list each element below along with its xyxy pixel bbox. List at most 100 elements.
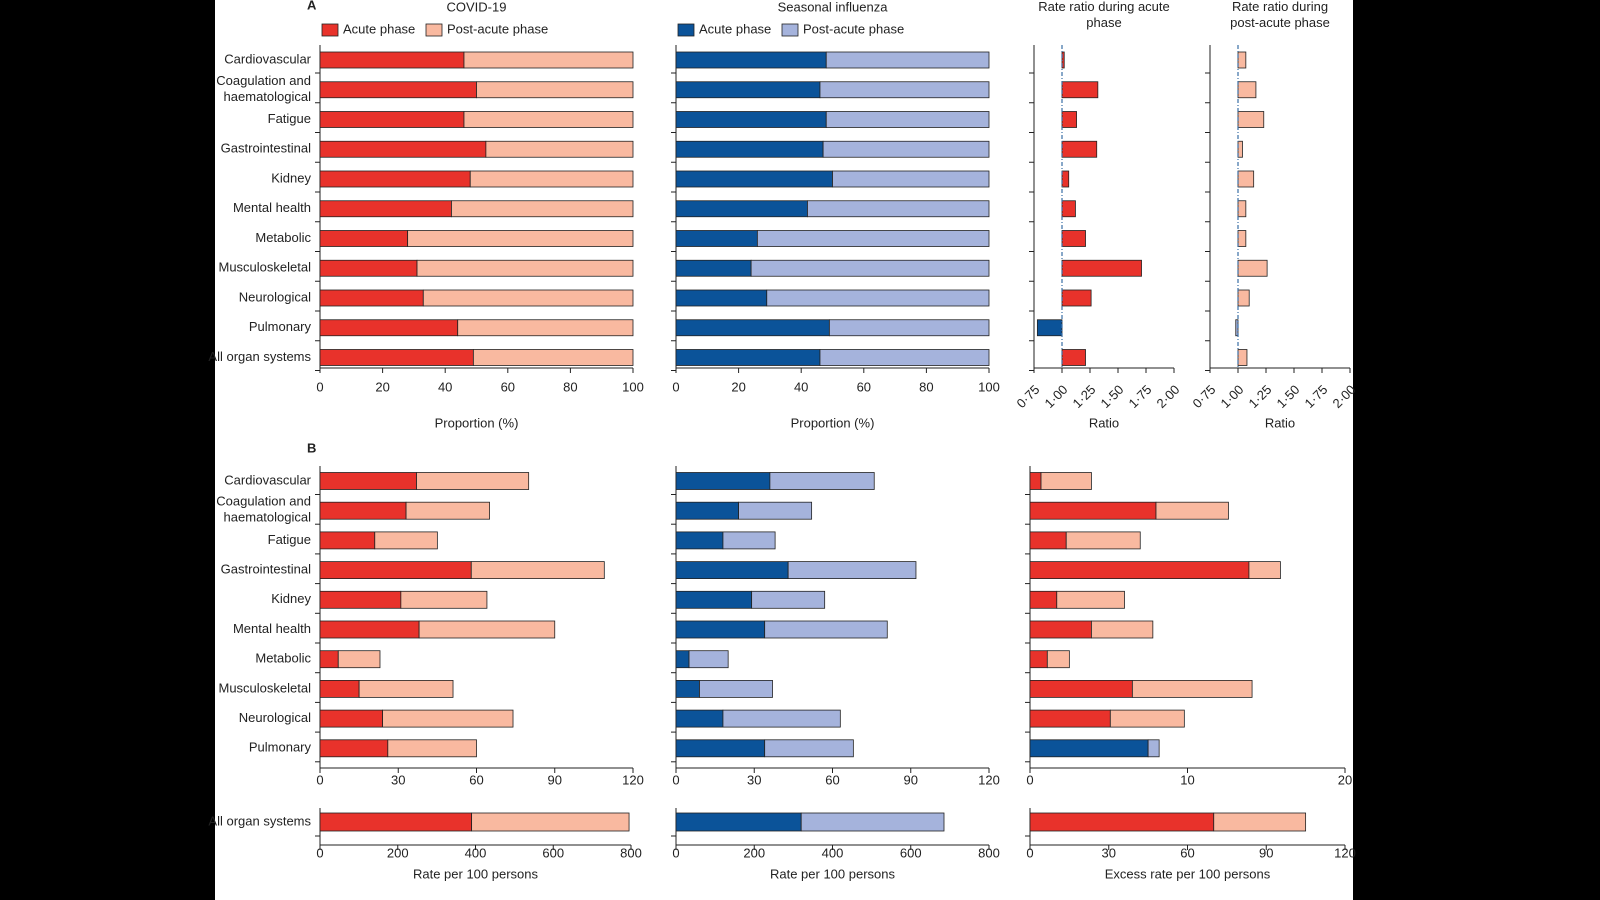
- bar-segment: [1109, 709, 1185, 728]
- bar-segment: [825, 51, 990, 69]
- bar-segment: [722, 709, 841, 728]
- x-tick-label: 100: [978, 379, 1000, 394]
- bar-segment: [319, 111, 465, 128]
- chart-title: Rate ratio during acute phase: [1038, 0, 1170, 30]
- bar-segment: [319, 289, 424, 307]
- bar-segment: [319, 200, 452, 218]
- bar-segment: [1065, 531, 1141, 550]
- legend-label: Acute phase: [699, 21, 771, 36]
- x-tick-label: 60: [1180, 845, 1194, 860]
- category-label: All organ systems: [208, 813, 311, 828]
- bar-segment: [457, 319, 634, 337]
- x-tick-label: 600: [900, 845, 922, 860]
- bar-segment: [319, 349, 474, 366]
- ratio-bar: [1237, 81, 1257, 99]
- category-label: Mental health: [233, 200, 311, 215]
- bar-segment: [675, 561, 789, 579]
- chart-title: Seasonal influenza: [778, 0, 889, 14]
- bar-segment: [387, 739, 477, 758]
- bar-segment: [358, 680, 454, 698]
- bar-segment: [463, 111, 634, 128]
- x-tick-label: 600: [542, 845, 564, 860]
- x-tick-label: 800: [620, 845, 642, 860]
- category-label: All organ systems: [208, 349, 311, 364]
- ratio-bar: [1061, 230, 1086, 247]
- bar-segment: [1029, 620, 1092, 639]
- bar-segment: [407, 230, 634, 247]
- bar-segment: [469, 170, 634, 188]
- bar-segment: [766, 289, 990, 307]
- bar-segment: [675, 620, 766, 639]
- ratio-bar: [1061, 200, 1076, 218]
- x-tick-label: 0: [672, 845, 679, 860]
- bar-segment: [319, 709, 383, 728]
- bar-segment: [1046, 650, 1070, 669]
- canvas: [215, 0, 1353, 900]
- ratio-bar: [1061, 170, 1070, 188]
- category-label: Neurological: [239, 710, 311, 725]
- category-label: Cardiovascular: [224, 51, 311, 66]
- bar-segment: [382, 709, 514, 728]
- category-label: Musculoskeletal: [219, 680, 312, 695]
- bar-segment: [822, 140, 990, 158]
- x-tick-label: 60: [857, 379, 871, 394]
- legend-swatch: [677, 23, 695, 37]
- panel-label: B: [307, 440, 316, 455]
- bar-segment: [319, 230, 409, 247]
- bar-segment: [825, 111, 990, 128]
- bar-segment: [319, 812, 473, 832]
- bar-segment: [319, 620, 420, 639]
- bar-segment: [1029, 501, 1157, 520]
- bar-segment: [319, 590, 402, 609]
- bar-segment: [400, 590, 488, 609]
- bar-segment: [319, 140, 487, 158]
- x-tick-label: 90: [904, 772, 918, 787]
- bar-segment: [675, 680, 700, 698]
- x-tick-label: 20: [731, 379, 745, 394]
- category-label: Kidney: [271, 170, 311, 185]
- ratio-bar: [1237, 51, 1247, 69]
- category-label: Pulmonary: [249, 319, 312, 334]
- category-label: Kidney: [271, 591, 311, 606]
- bar-segment: [819, 81, 990, 99]
- bar-segment: [675, 739, 766, 758]
- bar-segment: [675, 349, 821, 366]
- x-tick-label: 0: [672, 772, 679, 787]
- bar-segment: [319, 472, 417, 490]
- bar-segment: [319, 739, 389, 758]
- bar-segment: [472, 349, 634, 366]
- x-tick-label: 200: [743, 845, 765, 860]
- category-label: Neurological: [239, 289, 311, 304]
- bar-segment: [675, 590, 753, 609]
- bar-segment: [675, 472, 771, 490]
- legend-swatch: [425, 23, 443, 37]
- bar-segment: [787, 561, 917, 579]
- bar-segment: [675, 650, 690, 669]
- bar-segment: [1248, 561, 1281, 579]
- bar-segment: [451, 200, 634, 218]
- x-tick-label: 200: [387, 845, 409, 860]
- x-tick-label: 80: [919, 379, 933, 394]
- ratio-bar: [1061, 259, 1142, 277]
- x-tick-label: 0: [316, 379, 323, 394]
- bar-segment: [319, 170, 471, 188]
- bar-segment: [756, 230, 990, 247]
- bar-segment: [1040, 472, 1092, 490]
- chart-title: COVID-19: [447, 0, 507, 14]
- x-axis-label: Rate per 100 persons: [770, 866, 896, 881]
- bar-segment: [1029, 812, 1215, 832]
- bar-segment: [319, 561, 472, 579]
- ratio-bar: [1061, 81, 1099, 99]
- category-label: Fatigue: [268, 111, 311, 126]
- x-tick-label: 10: [1180, 772, 1194, 787]
- x-tick-label: 90: [548, 772, 562, 787]
- bar-segment: [319, 501, 407, 520]
- bar-segment: [688, 650, 729, 669]
- legend-label: Post-acute phase: [447, 21, 548, 36]
- bar-segment: [374, 531, 438, 550]
- x-tick-label: 20: [1338, 772, 1352, 787]
- ratio-bar: [1237, 289, 1250, 307]
- category-label: Coagulation and haematological: [216, 73, 311, 104]
- bar-segment: [319, 319, 459, 337]
